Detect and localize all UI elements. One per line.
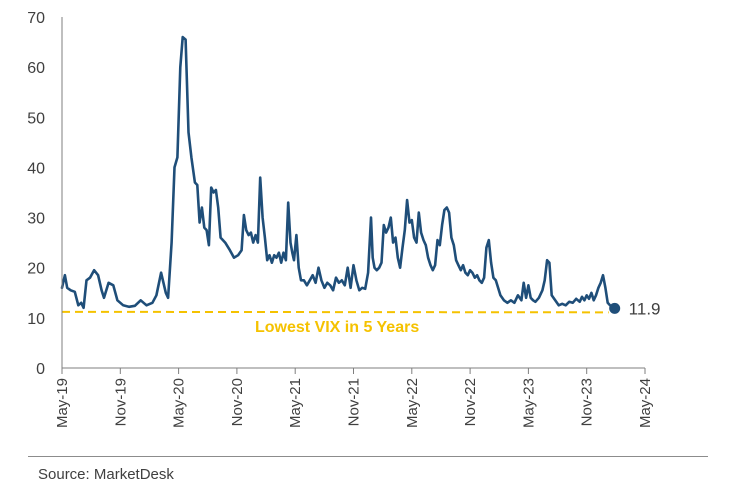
latest-value-label: 11.9	[629, 299, 661, 318]
latest-value-marker	[609, 302, 621, 314]
vix-line-chart: 0 10 20 30 40 50 60 70 May-19 Nov-19 May-20 Nov-20…	[27, 10, 661, 428]
y-axis-ticks: 0 10 20 30 40 50 60 70	[27, 10, 45, 378]
y-tick-label: 50	[27, 110, 45, 127]
x-tick-label: May-20	[171, 378, 188, 428]
x-tick-label: May-19	[54, 378, 71, 428]
y-tick-label: 0	[36, 361, 45, 378]
source-note: Source: MarketDesk	[38, 466, 174, 483]
x-tick-label: May-21	[287, 378, 304, 428]
vix-series-line	[60, 35, 616, 310]
y-tick-label: 20	[27, 261, 45, 278]
y-tick-label: 70	[27, 10, 45, 27]
y-tick-label: 60	[27, 60, 45, 77]
x-tick-label: Nov-23	[579, 378, 596, 426]
y-tick-label: 30	[27, 211, 45, 228]
x-tick-label: May-22	[404, 378, 421, 428]
lowest-vix-reference-line	[61, 310, 609, 314]
y-tick-label: 10	[27, 311, 45, 328]
reference-line-label: Lowest VIX in 5 Years	[255, 319, 419, 336]
x-tick-label: Nov-20	[229, 378, 246, 426]
y-tick-label: 40	[27, 160, 45, 177]
x-tick-label: Nov-22	[462, 378, 479, 426]
x-tick-label: May-23	[520, 378, 537, 428]
x-axis-ticks: May-19 Nov-19 May-20 Nov-20 May-21 Nov-21 May-…	[54, 368, 654, 428]
x-tick-label: May-24	[637, 378, 654, 428]
x-tick-label: Nov-19	[112, 378, 129, 426]
x-tick-label: Nov-21	[346, 378, 363, 426]
source-divider	[28, 456, 708, 457]
